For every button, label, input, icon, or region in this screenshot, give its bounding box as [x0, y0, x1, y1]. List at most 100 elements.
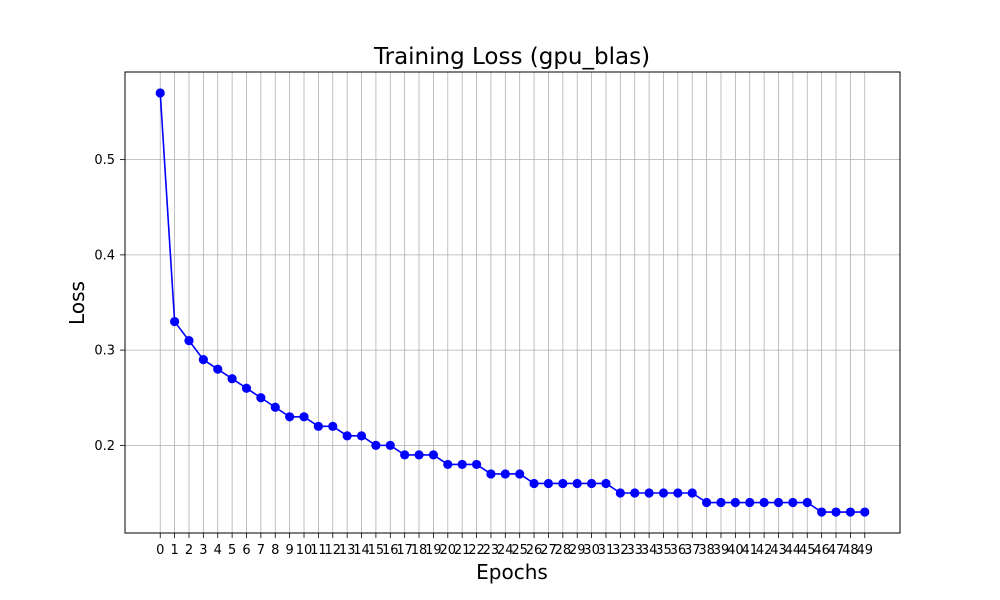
data-point-marker [198, 355, 208, 365]
data-point-marker [184, 335, 194, 346]
data-point-marker [385, 440, 395, 450]
x-tick-label: 28 [555, 543, 572, 558]
x-tick-label: 15 [368, 543, 385, 558]
x-tick-label: 39 [713, 543, 730, 558]
x-tick-label: 31 [598, 543, 615, 558]
x-tick-label: 23 [483, 543, 500, 558]
x-tick-label: 5 [228, 543, 236, 558]
x-tick-label: 47 [828, 543, 845, 558]
data-point-marker [155, 88, 165, 98]
data-point-marker [702, 497, 712, 508]
x-tick-label: 37 [684, 543, 701, 558]
y-tick-label: 0.3 [94, 344, 115, 359]
x-tick-label: 29 [569, 543, 586, 558]
data-point-marker [356, 431, 367, 441]
data-point-marker [457, 459, 467, 470]
x-tick-label: 24 [497, 543, 514, 558]
data-point-marker [299, 412, 309, 422]
data-point-marker [802, 497, 812, 508]
x-tick-label: 14 [353, 543, 370, 558]
data-point-marker [759, 497, 769, 508]
x-tick-label: 6 [242, 543, 250, 558]
x-tick-label: 40 [727, 543, 744, 558]
data-point-marker [788, 497, 798, 508]
data-point-marker [170, 316, 180, 327]
x-tick-label: 48 [842, 543, 859, 558]
x-tick-label: 18 [411, 543, 428, 558]
data-point-marker [745, 497, 755, 508]
y-axis-title: Loss [65, 281, 89, 325]
x-tick-label: 22 [468, 543, 485, 558]
data-point-marker [428, 450, 439, 460]
x-tick-label: 8 [271, 543, 279, 558]
series-layer [155, 88, 870, 517]
data-point-marker [586, 478, 597, 489]
data-point-marker [572, 478, 582, 489]
x-tick-label: 13 [339, 543, 356, 558]
x-tick-label: 19 [425, 543, 442, 558]
x-tick-label: 10 [296, 543, 313, 558]
data-point-marker [241, 383, 252, 393]
x-tick-label: 0 [156, 543, 164, 558]
data-point-marker [414, 450, 424, 460]
x-tick-label: 1 [170, 543, 178, 558]
x-tick-label: 9 [285, 543, 293, 558]
x-tick-label: 3 [199, 543, 207, 558]
data-point-marker [285, 412, 295, 422]
x-tick-label: 41 [741, 543, 758, 558]
data-point-marker [673, 488, 683, 498]
data-point-marker [716, 497, 726, 508]
x-tick-label: 33 [626, 543, 643, 558]
x-tick-label: 20 [440, 543, 457, 558]
data-point-marker [256, 393, 266, 403]
x-tick-label: 7 [257, 543, 265, 558]
data-point-marker [831, 507, 841, 517]
data-point-marker [270, 402, 280, 412]
data-point-marker [486, 469, 496, 479]
y-tick-label: 0.2 [94, 439, 115, 454]
data-point-marker [515, 469, 525, 479]
data-point-marker [471, 459, 482, 470]
data-point-marker [817, 507, 827, 517]
data-point-marker [443, 459, 453, 470]
data-point-marker [342, 431, 352, 441]
x-tick-label: 16 [382, 543, 399, 558]
x-tick-label: 34 [641, 543, 658, 558]
data-point-marker [845, 507, 855, 517]
x-tick-label: 11 [310, 543, 327, 558]
axes-frame [124, 71, 901, 534]
data-point-marker [213, 364, 223, 374]
x-tick-label: 38 [698, 543, 715, 558]
data-point-marker [860, 507, 870, 517]
data-point-marker [558, 478, 568, 489]
data-point-marker [687, 488, 697, 498]
data-point-marker [400, 450, 410, 460]
x-tick-label: 45 [799, 543, 816, 558]
x-tick-label: 36 [670, 543, 687, 558]
tick-marks-and-labels: 0 1 2 3 4 5 6 7 8 9 101112131415161718192021222324… [94, 153, 873, 558]
x-tick-label: 43 [770, 543, 787, 558]
data-point-marker [630, 488, 640, 498]
data-point-marker [601, 478, 611, 489]
x-tick-label: 2 [185, 543, 193, 558]
x-tick-label: 32 [612, 543, 629, 558]
y-tick-label: 0.4 [94, 248, 115, 263]
data-point-marker [644, 488, 654, 498]
chart-title: Training Loss (gpu_blas) [373, 44, 650, 70]
data-point-marker [328, 421, 338, 431]
x-tick-label: 44 [785, 543, 802, 558]
x-tick-label: 42 [756, 543, 773, 558]
data-point-marker [658, 488, 669, 498]
x-tick-label: 35 [655, 543, 672, 558]
data-point-marker [615, 488, 625, 498]
x-tick-label: 27 [540, 543, 557, 558]
x-axis-title: Epochs [476, 560, 548, 584]
x-tick-label: 4 [214, 543, 222, 558]
x-tick-label: 49 [856, 543, 873, 558]
data-point-marker [773, 497, 784, 508]
y-tick-label: 0.5 [94, 153, 115, 168]
data-point-marker [529, 478, 539, 489]
x-tick-label: 25 [511, 543, 528, 558]
